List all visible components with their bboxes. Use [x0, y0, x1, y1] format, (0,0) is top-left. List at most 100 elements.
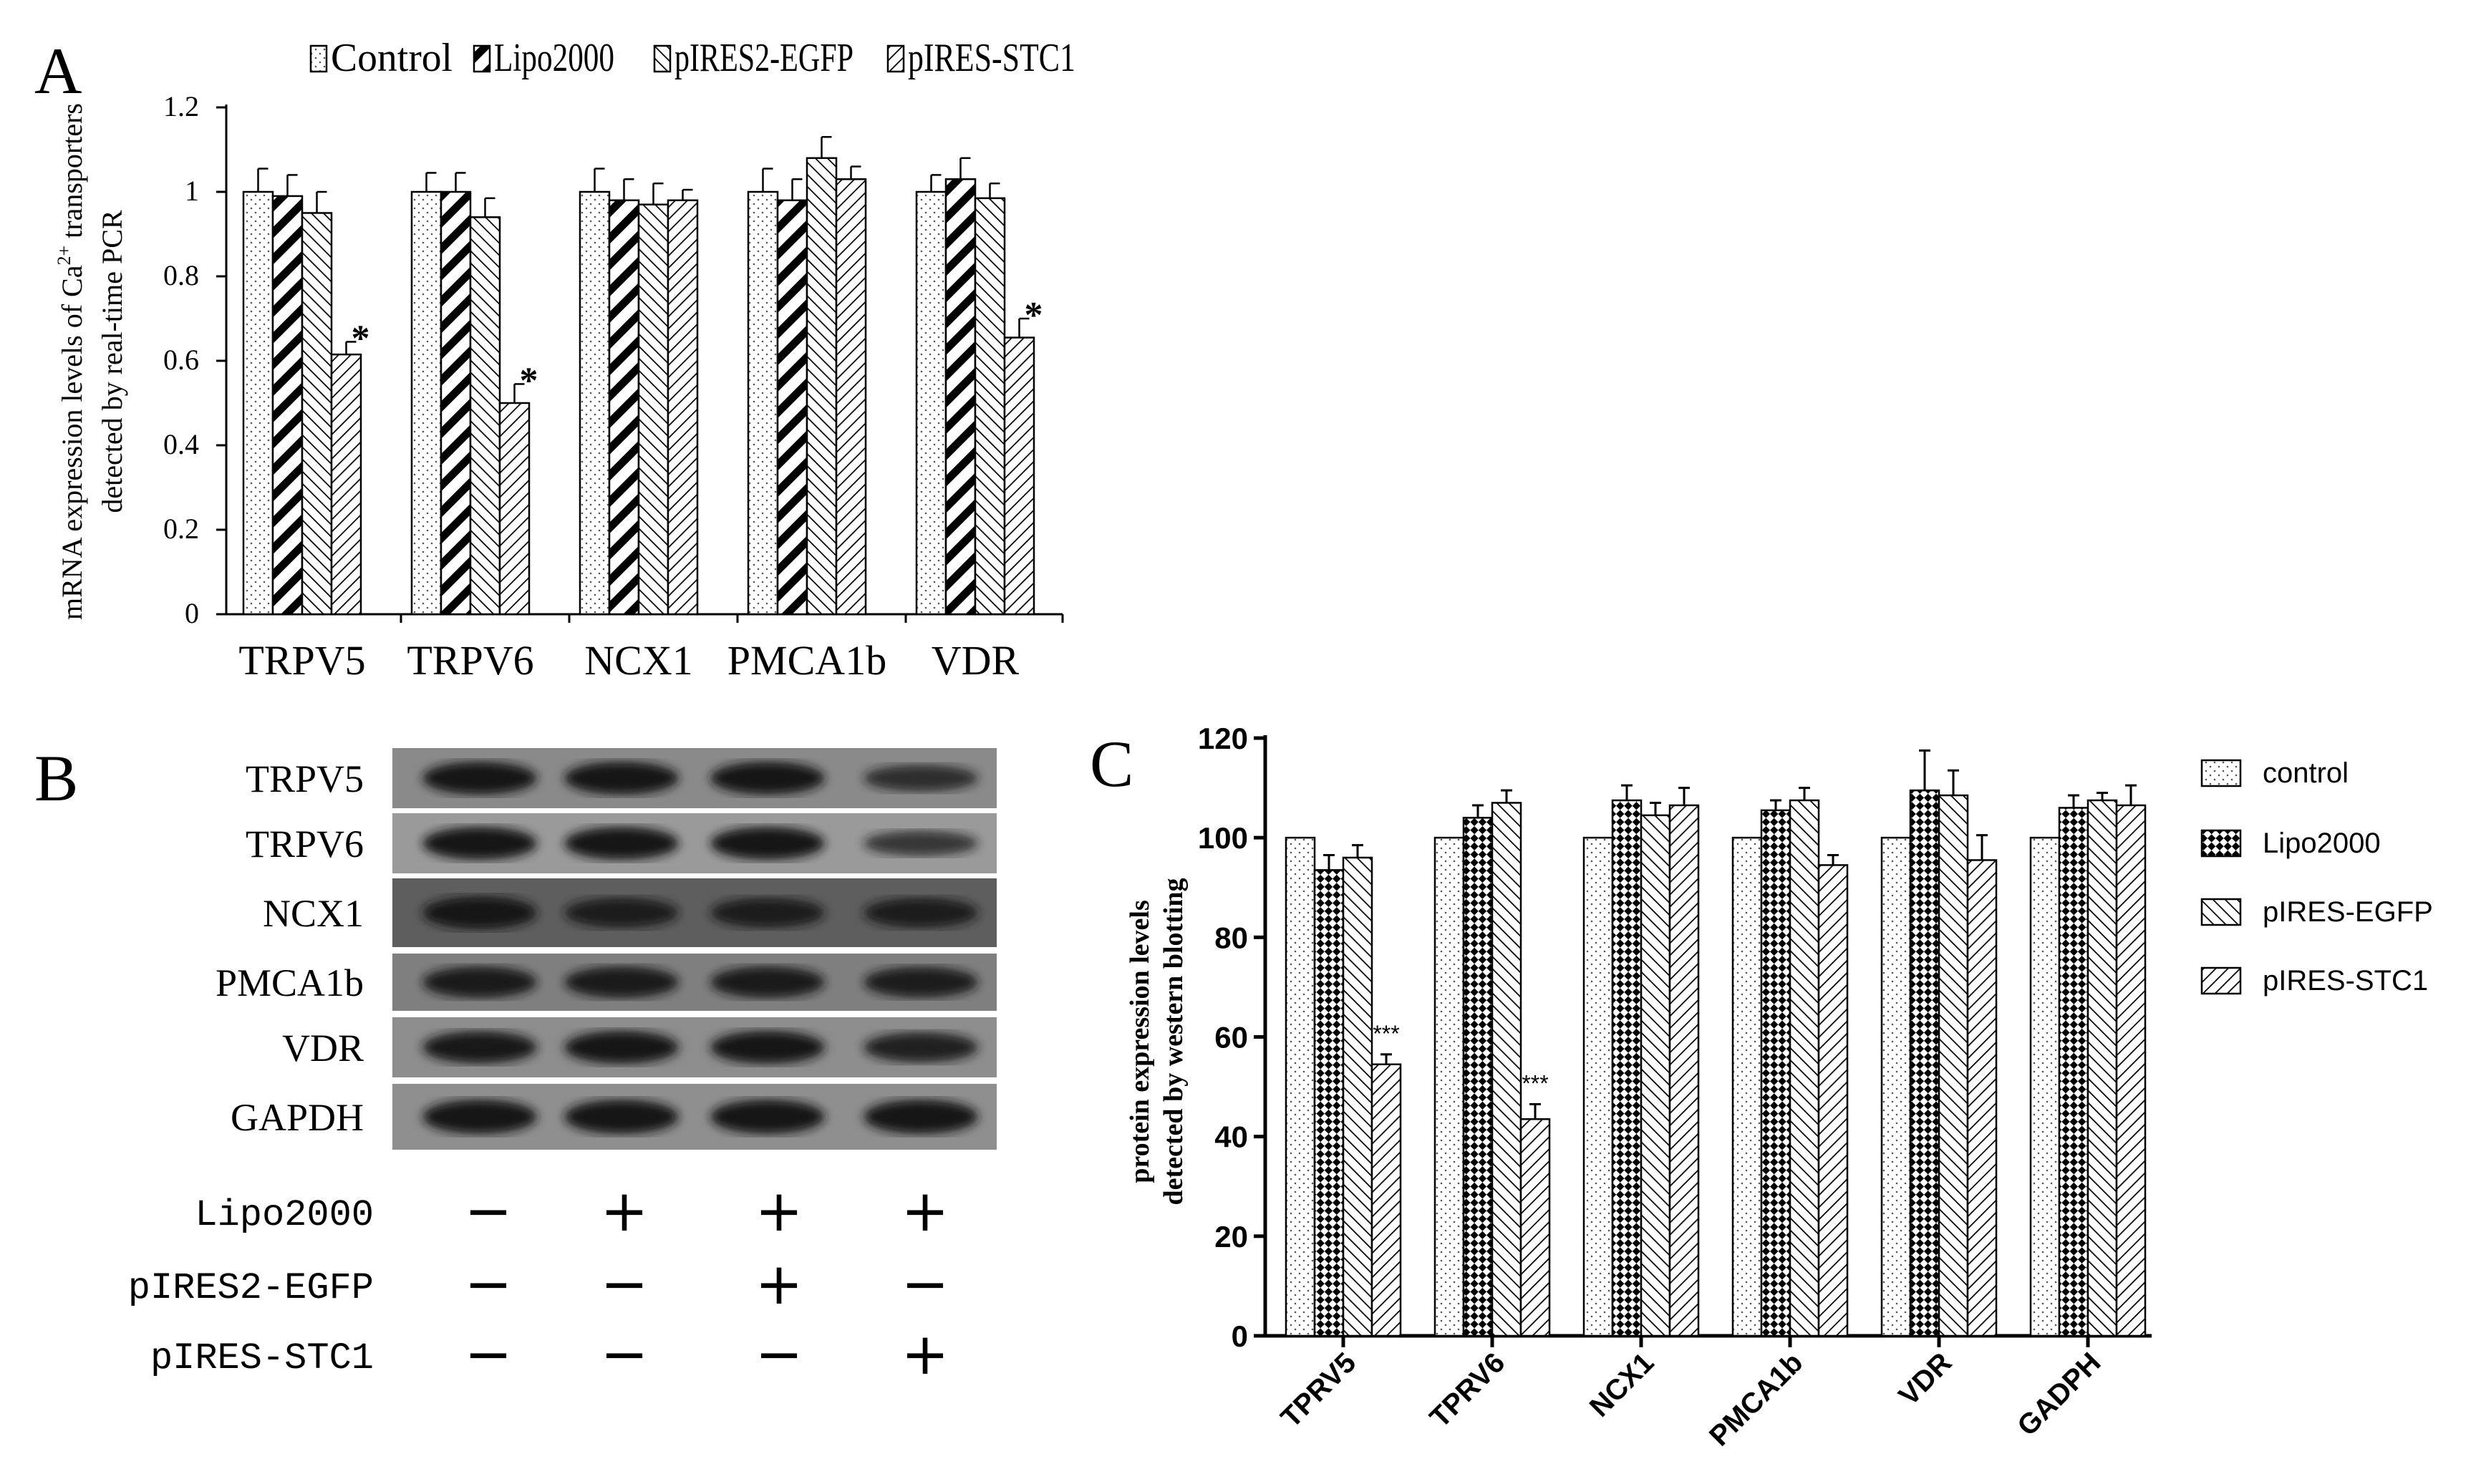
a-bar [608, 199, 640, 616]
c-category-label-vdr: VDR [1893, 1347, 1958, 1412]
condition-sign: − [901, 1251, 949, 1317]
condition-sign: − [755, 1321, 803, 1387]
condition-sign: + [755, 1251, 803, 1317]
a-bar [1003, 336, 1035, 616]
blot-band [710, 966, 825, 998]
c-category-label-gadph: GADPH [2011, 1347, 2107, 1442]
c-bar [1731, 836, 1763, 1337]
a-category-label-pmca1b: PMCA1b [727, 637, 886, 684]
c-y-tick-label: 0 [1232, 1319, 1248, 1353]
a-y-label-line1: mRNA expression levels of Ca2+ transport… [54, 103, 88, 620]
a-y-tick-label: 0 [185, 597, 199, 629]
a-legend-label-pires2-egfp: pIRES2-EGFP [674, 36, 854, 80]
a-bar [974, 197, 1006, 616]
c-bar [1789, 799, 1820, 1337]
c-y-tick-label: 40 [1214, 1120, 1248, 1154]
a-y-label-tail: transporters [56, 103, 88, 246]
blot-band [422, 1100, 537, 1134]
condition-label-lipo2000: Lipo2000 [195, 1194, 374, 1236]
blot-band [710, 1100, 825, 1134]
a-legend-swatch [473, 44, 491, 73]
a-significance-marker: * [1025, 295, 1043, 336]
a-legend-swatch [309, 44, 328, 73]
blot-band [864, 765, 978, 792]
chart-a: 0 0.2 0.4 0.6 0.8 1 1.2 mRNA expression levels … [54, 36, 1075, 684]
a-bar [242, 190, 274, 616]
panel-letter-a: A [34, 34, 82, 107]
c-bar [2058, 807, 2089, 1337]
a-bar [469, 216, 501, 616]
a-y-tick-label: 1.2 [163, 90, 199, 122]
c-bar [1519, 1118, 1551, 1337]
blot-band [422, 896, 537, 929]
a-y-tick-label: 0.6 [163, 344, 199, 376]
a-y-tick-label: 0.2 [163, 513, 199, 545]
c-bar [1640, 814, 1671, 1337]
blot-band [864, 1032, 978, 1062]
c-bar [2029, 836, 2061, 1337]
blot-band [864, 966, 978, 998]
a-bar [498, 402, 531, 616]
a-category-label-vdr: VDR [932, 637, 1020, 684]
blot-band [422, 1031, 537, 1064]
c-bar [1285, 836, 1316, 1337]
a-legend-label-lipo2000: Lipo2000 [494, 36, 614, 80]
a-significance-marker: * [352, 318, 370, 359]
a-y-tick-label: 0.8 [163, 259, 199, 291]
c-bar [2115, 804, 2147, 1337]
blot-band [710, 898, 825, 928]
c-legend-label-pires-egfp: pIRES-EGFP [2263, 896, 2433, 928]
c-y-tick-label: 120 [1198, 722, 1248, 755]
condition-sign: − [600, 1251, 648, 1317]
c-bar [1342, 856, 1373, 1337]
c-legend-label-pires-stc1: pIRES-STC1 [2263, 965, 2428, 996]
blot-band [564, 827, 679, 860]
a-bar [806, 157, 838, 616]
blot-band [710, 1031, 825, 1064]
a-bar [301, 212, 333, 616]
c-category-label-tprv5: TPRV5 [1275, 1347, 1363, 1434]
c-legend-label-lipo2000: Lipo2000 [2263, 828, 2381, 859]
condition-label-pires2-egfp: pIRES2-EGFP [128, 1267, 374, 1309]
blot-band [864, 898, 978, 928]
c-legend-label-control: control [2263, 757, 2349, 789]
c-bar [1582, 836, 1614, 1337]
blot-band [564, 898, 679, 928]
c-bar [1462, 817, 1494, 1337]
a-bar [944, 178, 977, 616]
condition-sign: − [464, 1321, 512, 1387]
a-category-label-ncx1: NCX1 [584, 637, 692, 684]
a-y-tick-label: 1 [185, 175, 199, 207]
c-bar [1938, 794, 1969, 1337]
condition-sign: − [464, 1251, 512, 1317]
c-legend-swatch [2200, 759, 2242, 787]
a-bar [637, 203, 669, 616]
a-bar [747, 190, 779, 616]
a-bar [440, 190, 472, 616]
blot-band [564, 966, 679, 998]
blot-band [564, 1031, 679, 1064]
a-legend-label-pires-stc1: pIRES-STC1 [908, 36, 1075, 80]
blot-label-pmca1b: PMCA1b [216, 961, 364, 1004]
a-y-label-line2: detected by real-time PCR [96, 210, 128, 513]
c-bar [1966, 859, 1998, 1337]
c-significance-marker: *** [1373, 1021, 1399, 1047]
a-bar [667, 199, 699, 616]
c-y-tick-label: 80 [1214, 921, 1248, 954]
blot-label-vdr: VDR [282, 1027, 364, 1070]
blot-label-trpv5: TRPV5 [246, 757, 364, 800]
blot-band [422, 966, 537, 998]
blot-band [710, 762, 825, 795]
c-bar [2086, 799, 2118, 1337]
c-bar [1880, 836, 1912, 1337]
c-y-label-line1: protein expression levels [1125, 900, 1155, 1183]
panel-letter-c: C [1090, 727, 1133, 800]
a-legend-label-control: Control [331, 36, 453, 80]
a-legend-swatch [886, 44, 905, 73]
blot-band [422, 827, 537, 860]
c-significance-marker: *** [1522, 1070, 1548, 1096]
chart-c: 0 20 40 60 80 100 120 protein expression levels… [1125, 722, 2433, 1453]
blot-band [564, 1100, 679, 1134]
blot-band [864, 1100, 978, 1134]
